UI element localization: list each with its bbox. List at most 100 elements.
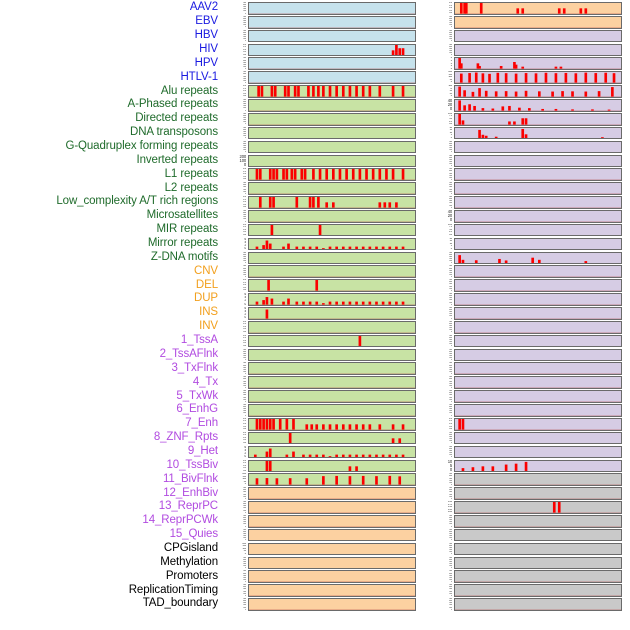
right-track-panel[interactable] (454, 265, 622, 279)
left-track-panel[interactable] (248, 459, 416, 473)
left-track-panel[interactable] (248, 2, 416, 15)
left-track-panel[interactable] (248, 196, 416, 209)
left-track-panel[interactable] (248, 265, 416, 279)
left-track-panel[interactable] (248, 307, 416, 320)
right-track-panel[interactable] (454, 15, 622, 29)
left-track-panel[interactable] (248, 168, 416, 182)
right-track-panel[interactable] (454, 279, 622, 292)
right-track-panel[interactable] (454, 140, 622, 154)
y-tick-label: 400 (449, 530, 452, 533)
left-track-panel[interactable] (248, 445, 416, 459)
right-track-panel[interactable] (454, 237, 622, 251)
left-track-panel[interactable] (248, 140, 416, 154)
right-track-panel[interactable] (454, 209, 622, 223)
right-track-panel[interactable] (454, 168, 622, 182)
y-tick-label: 100 (449, 204, 452, 207)
left-track-panel[interactable] (248, 584, 416, 597)
y-tick-label: 100 (243, 537, 246, 540)
right-track-panel[interactable] (454, 126, 622, 140)
left-track-panel[interactable] (248, 57, 416, 71)
left-track-panel[interactable] (248, 85, 416, 98)
y-tick-label: 7.5 (449, 226, 452, 229)
left-track-panel[interactable] (248, 43, 416, 57)
left-track-panel[interactable] (248, 487, 416, 500)
left-track-panel[interactable] (248, 417, 416, 431)
y-tick-label: 500 (449, 390, 452, 393)
right-track-panel[interactable] (454, 223, 622, 237)
y-tick-label: 300 (243, 20, 246, 23)
right-track-panel[interactable] (454, 501, 622, 514)
left-track-panel[interactable] (248, 71, 416, 84)
right-track-panel[interactable] (454, 112, 622, 126)
right-track-panel[interactable] (454, 459, 622, 473)
left-track-panel[interactable] (248, 279, 416, 292)
left-track-panel[interactable] (248, 293, 416, 306)
right-track-panel[interactable] (454, 307, 622, 320)
right-track-panel[interactable] (454, 528, 622, 542)
right-track-panel[interactable] (454, 99, 622, 112)
right-track-panel[interactable] (454, 556, 622, 570)
right-track-panel[interactable] (454, 2, 622, 15)
right-track-panel[interactable] (454, 334, 622, 348)
left-track-panel[interactable] (248, 209, 416, 223)
right-track-panel[interactable] (454, 570, 622, 584)
y-axis-ticks: 500 400 300 200 100 0 (428, 44, 452, 57)
right-track-panel[interactable] (454, 542, 622, 556)
left-track-panel[interactable] (248, 431, 416, 445)
left-track-panel[interactable] (248, 598, 416, 611)
y-axis-ticks: 500 400 300 200 100 0 (222, 30, 246, 43)
right-track-panel[interactable] (454, 348, 622, 362)
left-track-panel[interactable] (248, 528, 416, 542)
left-track-panel[interactable] (248, 514, 416, 528)
left-track-panel[interactable] (248, 251, 416, 265)
left-track-panel[interactable] (248, 29, 416, 43)
right-track-panel[interactable] (454, 390, 622, 403)
left-track-panel[interactable] (248, 390, 416, 403)
left-track-panel[interactable] (248, 99, 416, 112)
right-track-panel[interactable] (454, 196, 622, 209)
y-tick-label: 300 (449, 588, 452, 591)
right-track-panel[interactable] (454, 293, 622, 306)
left-track-panel[interactable] (248, 237, 416, 251)
right-track-panel[interactable] (454, 251, 622, 265)
right-track-panel[interactable] (454, 29, 622, 43)
left-track-panel[interactable] (248, 570, 416, 584)
left-track-panel[interactable] (248, 223, 416, 237)
right-track-panel[interactable] (454, 43, 622, 57)
right-track-panel[interactable] (454, 57, 622, 71)
right-track-panel[interactable] (454, 487, 622, 500)
right-track-panel[interactable] (454, 584, 622, 597)
left-track-panel[interactable] (248, 362, 416, 376)
left-track-panel[interactable] (248, 15, 416, 29)
left-track-panel[interactable] (248, 182, 416, 195)
y-tick-label: 200 (449, 49, 452, 52)
left-track-panel[interactable] (248, 376, 416, 389)
right-track-panel[interactable] (454, 514, 622, 528)
right-track-panel[interactable] (454, 445, 622, 459)
y-tick-label: 400 (449, 586, 452, 589)
left-track-panel[interactable] (248, 334, 416, 348)
left-track-panel[interactable] (248, 348, 416, 362)
right-track-panel[interactable] (454, 404, 622, 417)
right-track-panel[interactable] (454, 182, 622, 195)
right-track-panel[interactable] (454, 598, 622, 611)
y-axis-ticks: 500 400 300 200 100 0 (222, 487, 246, 500)
left-track-panel[interactable] (248, 112, 416, 126)
left-track-panel[interactable] (248, 556, 416, 570)
right-track-panel[interactable] (454, 362, 622, 376)
right-track-panel[interactable] (454, 417, 622, 431)
right-track-panel[interactable] (454, 431, 622, 445)
left-track-panel[interactable] (248, 404, 416, 417)
left-track-panel[interactable] (248, 154, 416, 168)
right-track-panel[interactable] (454, 154, 622, 168)
right-track-panel[interactable] (454, 71, 622, 84)
right-track-panel[interactable] (454, 85, 622, 98)
left-track-panel[interactable] (248, 542, 416, 556)
right-track-panel[interactable] (454, 376, 622, 389)
left-track-panel[interactable] (248, 320, 416, 334)
left-track-panel[interactable] (248, 126, 416, 140)
right-track-panel[interactable] (454, 320, 622, 334)
left-track-panel[interactable] (248, 501, 416, 514)
left-track-panel[interactable] (248, 473, 416, 487)
right-track-panel[interactable] (454, 473, 622, 487)
